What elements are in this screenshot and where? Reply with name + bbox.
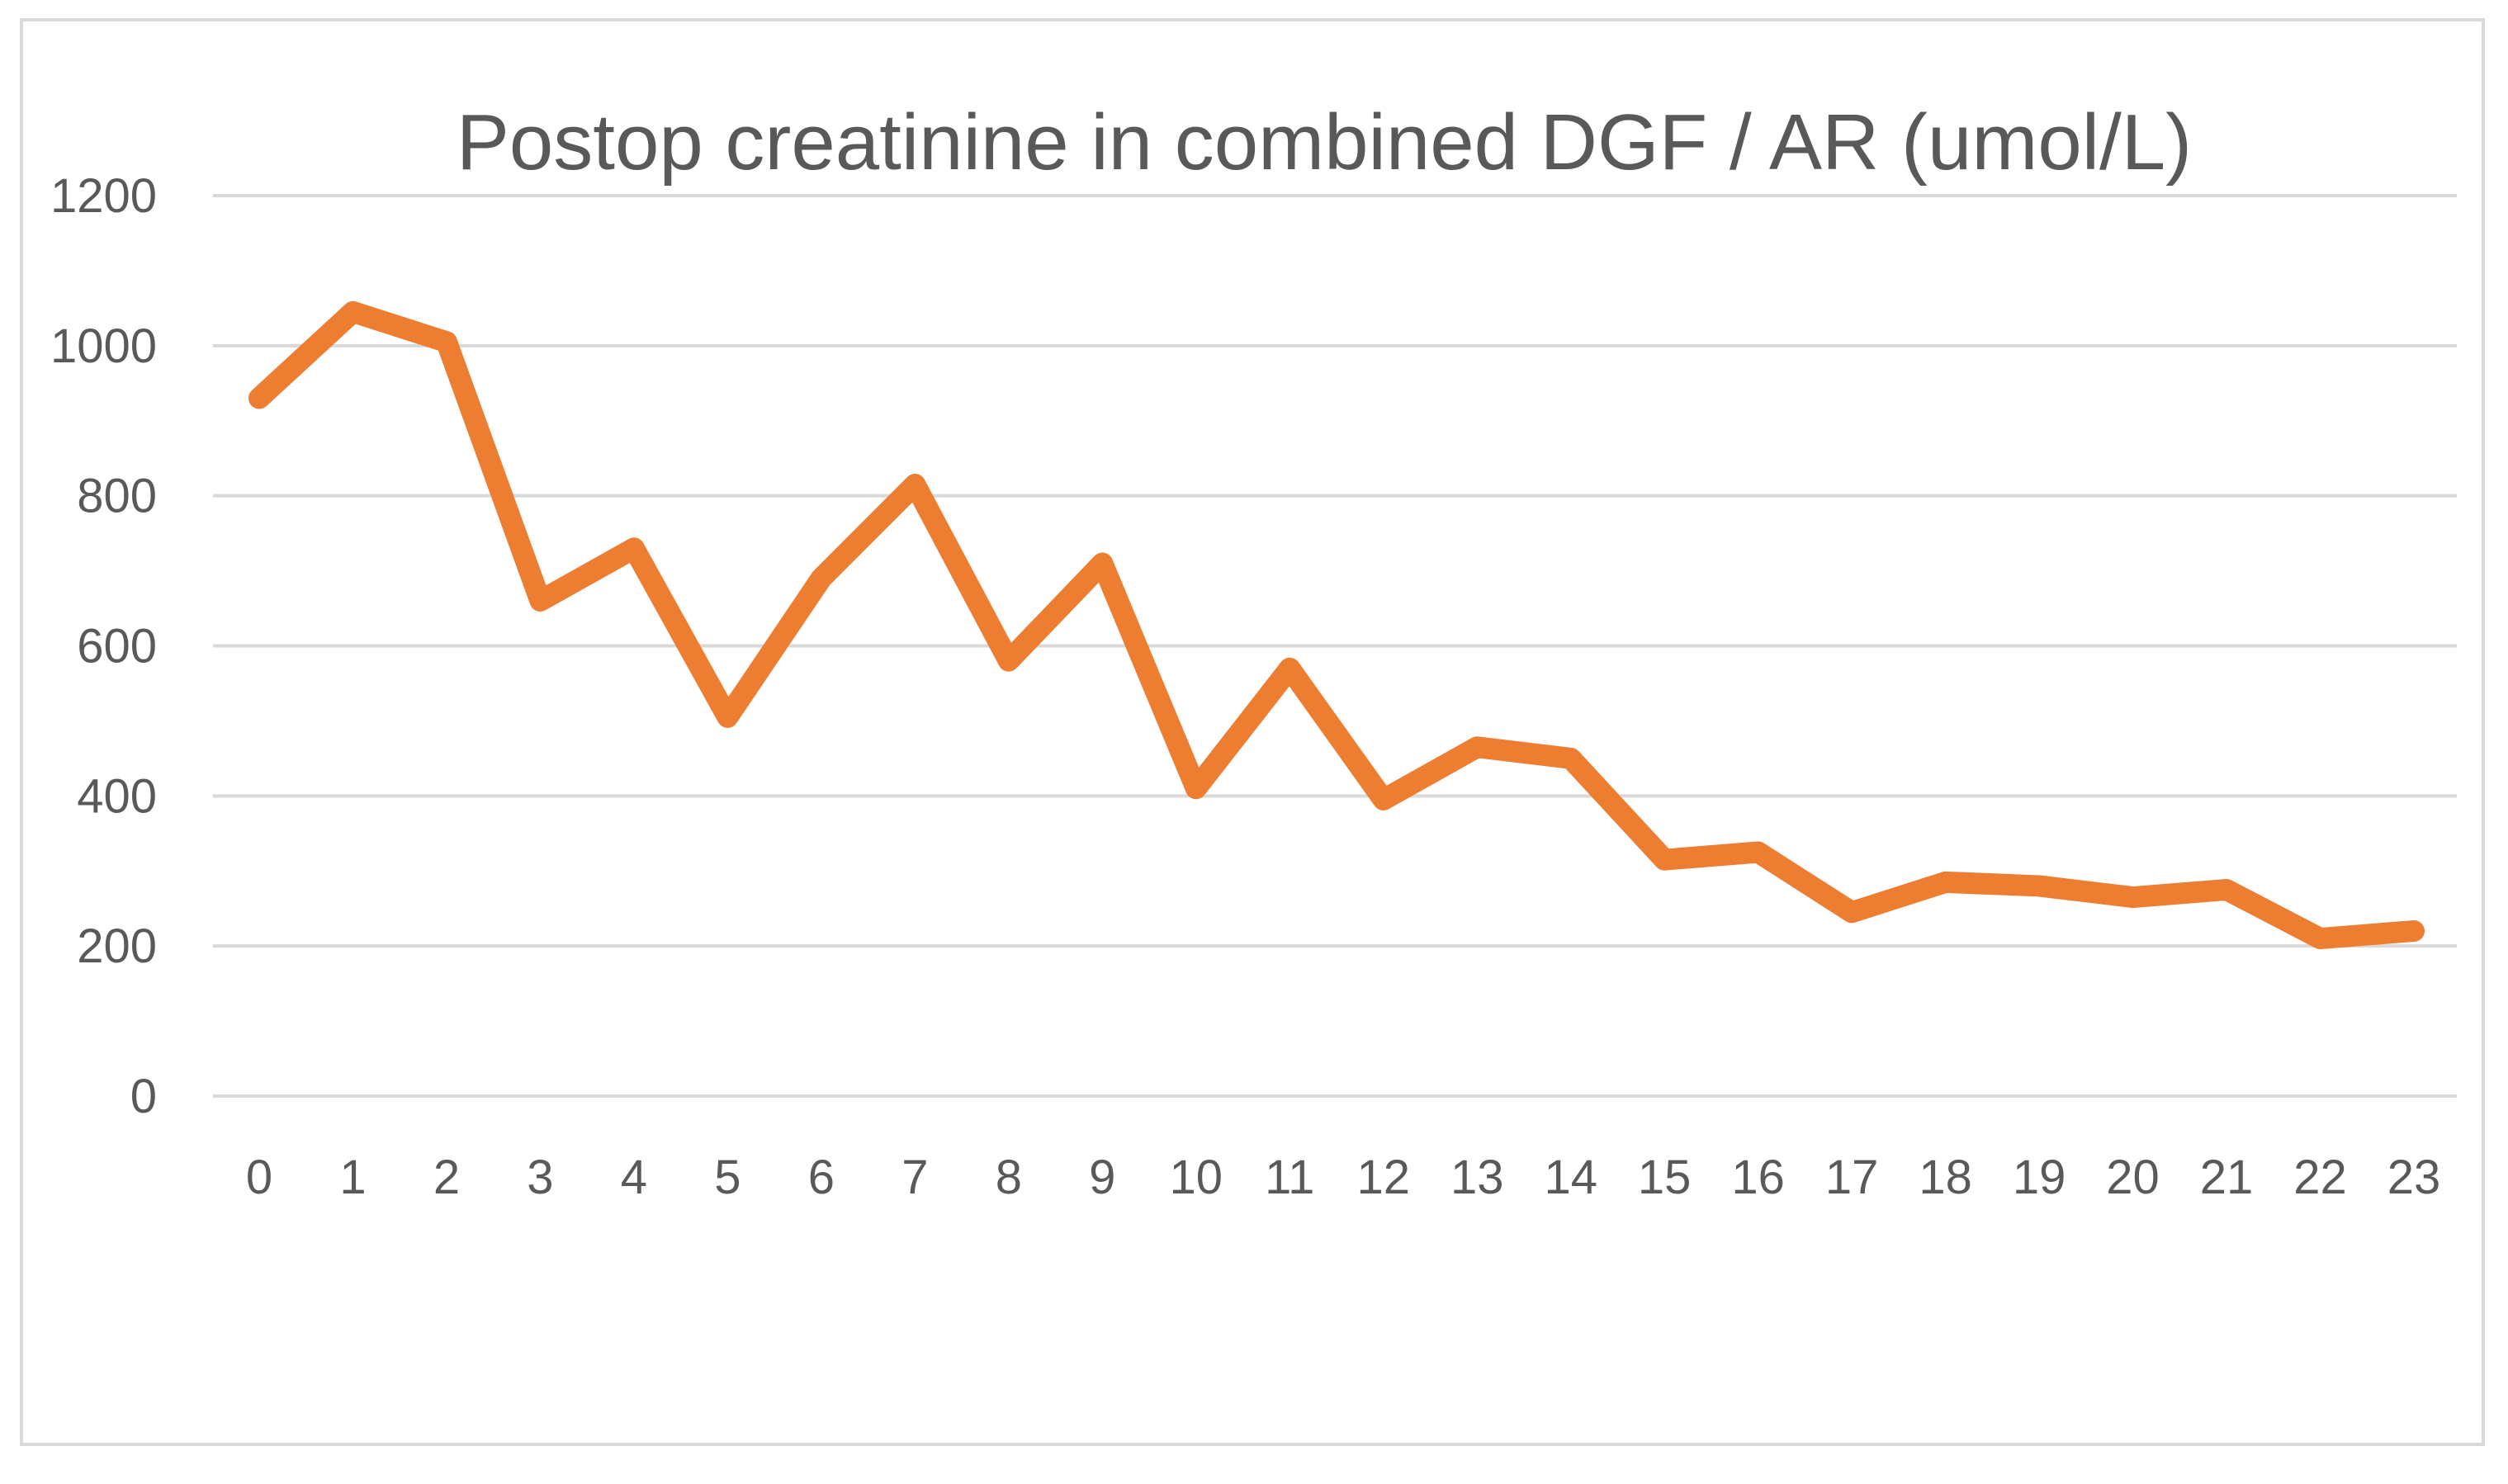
x-tick-label: 11 <box>1265 1151 1314 1204</box>
data-point <box>1382 798 1384 801</box>
data-point <box>1007 659 1010 662</box>
x-tick-label: 3 <box>527 1151 553 1204</box>
x-tick-label: 20 <box>2106 1151 2160 1204</box>
data-point <box>1944 881 1947 883</box>
y-tick-label: 0 <box>130 1070 157 1123</box>
data-point <box>1476 746 1479 749</box>
x-tick-label: 10 <box>1170 1151 1223 1204</box>
data-point <box>445 341 447 343</box>
series-line <box>248 300 2425 950</box>
data-point <box>1663 858 1666 861</box>
x-tick-label: 15 <box>1638 1151 1692 1204</box>
y-tick-label: 800 <box>77 470 157 523</box>
data-point <box>539 599 542 602</box>
x-tick-label: 23 <box>2387 1151 2441 1204</box>
x-tick-label: 22 <box>2293 1151 2347 1204</box>
data-point <box>726 716 729 718</box>
data-point <box>2038 885 2041 887</box>
gridlines <box>213 194 2457 1098</box>
x-tick-label: 7 <box>901 1151 928 1204</box>
data-point <box>2413 929 2415 932</box>
x-tick-label: 1 <box>339 1151 366 1204</box>
x-tick-label: 13 <box>1450 1151 1504 1204</box>
data-point <box>1195 787 1197 790</box>
x-tick-label: 17 <box>1825 1151 1879 1204</box>
y-tick-label: 1200 <box>50 169 157 223</box>
x-tick-label: 4 <box>621 1151 647 1204</box>
series-layer <box>248 300 2425 950</box>
x-tick-label: 8 <box>996 1151 1022 1204</box>
x-tick-label: 21 <box>2200 1151 2254 1204</box>
data-point <box>914 484 916 486</box>
data-point <box>1289 667 1291 669</box>
x-axis-ticks: 0 1 2 3 4 5 6 7 8 9 10 11 12 13 14 15 16 17 18 19 20 21 22 23 <box>246 1151 2440 1204</box>
data-point <box>2319 938 2321 940</box>
x-tick-label: 12 <box>1356 1151 1410 1204</box>
data-point <box>1101 562 1104 565</box>
data-point <box>2132 896 2134 899</box>
y-tick-label: 1000 <box>50 319 157 373</box>
x-tick-label: 19 <box>2013 1151 2066 1204</box>
data-point <box>1851 911 1853 914</box>
data-point <box>820 577 822 579</box>
y-tick-label: 600 <box>77 620 157 673</box>
x-tick-label: 2 <box>433 1151 460 1204</box>
data-point <box>2226 888 2228 891</box>
y-tick-label: 400 <box>77 769 157 823</box>
data-point <box>352 310 354 313</box>
x-tick-label: 0 <box>246 1151 272 1204</box>
data-point <box>258 397 260 399</box>
x-tick-label: 18 <box>1919 1151 1972 1204</box>
chart-title: Postop creatinine in combined DGF / AR (… <box>457 98 2192 187</box>
data-point <box>1757 851 1759 853</box>
data-point <box>1569 757 1572 759</box>
y-tick-label: 200 <box>77 919 157 973</box>
x-tick-label: 6 <box>808 1151 835 1204</box>
data-point <box>632 547 635 550</box>
x-tick-label: 16 <box>1731 1151 1785 1204</box>
x-tick-label: 9 <box>1089 1151 1115 1204</box>
x-tick-label: 5 <box>714 1151 741 1204</box>
y-axis-ticks: 0 200 400 600 800 1000 1200 <box>50 169 157 1123</box>
x-tick-label: 14 <box>1544 1151 1597 1204</box>
